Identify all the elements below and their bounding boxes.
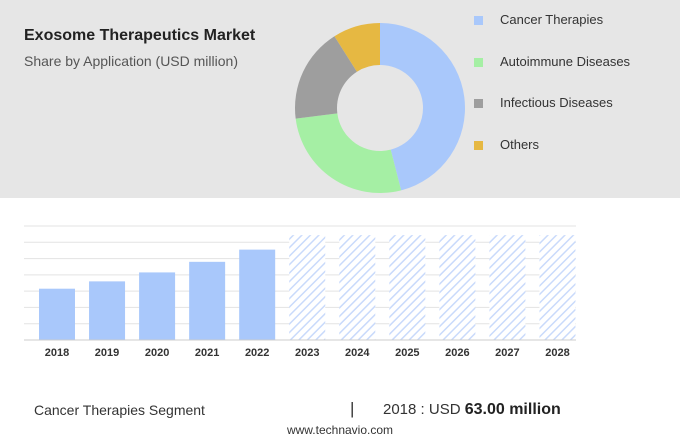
- legend-swatch: [474, 99, 483, 108]
- chart-subtitle: Share by Application (USD million): [24, 53, 238, 69]
- donut-slice-infectious-diseases: [295, 36, 357, 119]
- donut-slice-autoimmune-diseases: [295, 113, 402, 193]
- bar-2018: [39, 288, 75, 340]
- donut-slice-cancer-therapies: [380, 23, 465, 191]
- segment-value: 2018 : USD 63.00 million: [383, 401, 561, 419]
- segment-year-label: 2018 : USD: [383, 401, 461, 418]
- bar-2021: [189, 261, 226, 340]
- x-tick-label: 2019: [95, 347, 119, 359]
- x-tick-label: 2027: [495, 347, 519, 359]
- legend-swatch: [474, 57, 483, 67]
- forecast-bar-2026: [439, 235, 476, 340]
- x-tick-label: 2018: [45, 347, 69, 359]
- x-tick-label: 2028: [545, 347, 569, 359]
- x-tick-label: 2025: [395, 347, 419, 359]
- legend-label: Others: [500, 136, 540, 152]
- source-url: www.technavio.com: [286, 423, 394, 437]
- footer-separator: |: [350, 399, 355, 418]
- legend-label: Autoimmune Diseases: [500, 53, 631, 69]
- legend-swatch: [474, 16, 483, 25]
- forecast-bar-2023: [289, 235, 326, 340]
- x-tick-label: 2024: [345, 347, 370, 359]
- x-tick-label: 2020: [145, 347, 169, 359]
- donut-chart: [295, 23, 465, 193]
- x-tick-label: 2021: [195, 347, 219, 359]
- segment-label: Cancer Therapies Segment: [34, 402, 205, 418]
- legend-label: Cancer Therapies: [500, 12, 604, 27]
- bar-2020: [139, 272, 176, 340]
- forecast-bar-2028: [539, 235, 576, 340]
- segment-amount: 63.00 million: [464, 401, 561, 418]
- legend-swatch: [474, 140, 483, 150]
- x-tick-label: 2026: [445, 347, 469, 359]
- x-tick-label: 2022: [245, 347, 269, 359]
- x-tick-label: 2023: [295, 347, 319, 359]
- bar-2019: [89, 281, 126, 340]
- bar-2022: [239, 249, 276, 340]
- legend-label: Infectious Diseases: [500, 95, 613, 110]
- donut-slice-others: [334, 23, 380, 72]
- forecast-bar-2027: [489, 235, 526, 340]
- bar-chart: 2018 2019 2020 2021 2022 2023 2024 2025 2026 2027…: [24, 225, 576, 359]
- forecast-bar-2025: [389, 235, 426, 340]
- forecast-bar-2024: [339, 235, 376, 340]
- chart-title: Exosome Therapeutics Market: [24, 27, 256, 44]
